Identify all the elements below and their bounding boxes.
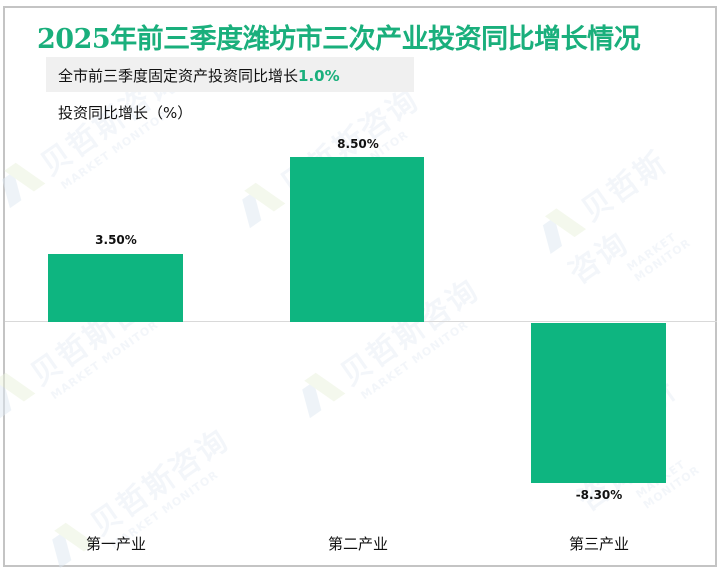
bar-secondary-industry	[290, 157, 424, 322]
bar-primary-industry	[48, 254, 183, 322]
data-label-tertiary: -8.30%	[575, 488, 623, 502]
category-label-primary: 第一产业	[85, 535, 146, 553]
data-label-primary: 3.50%	[95, 233, 137, 247]
category-label-tertiary: 第三产业	[568, 535, 629, 553]
category-label-secondary: 第二产业	[327, 535, 388, 553]
data-label-secondary: 8.50%	[337, 137, 379, 151]
bar-tertiary-industry	[531, 323, 666, 483]
subtitle-highlight-value: 1.0%	[298, 67, 340, 85]
subtitle: 全市前三季度固定资产投资同比增长1.0%	[58, 65, 340, 86]
subtitle-box: 全市前三季度固定资产投资同比增长1.0%	[46, 57, 414, 92]
y-axis-label: 投资同比增长（%）	[58, 104, 193, 122]
chart-title: 2025年前三季度潍坊市三次产业投资同比增长情况	[37, 24, 641, 55]
subtitle-text: 全市前三季度固定资产投资同比增长	[58, 67, 299, 85]
